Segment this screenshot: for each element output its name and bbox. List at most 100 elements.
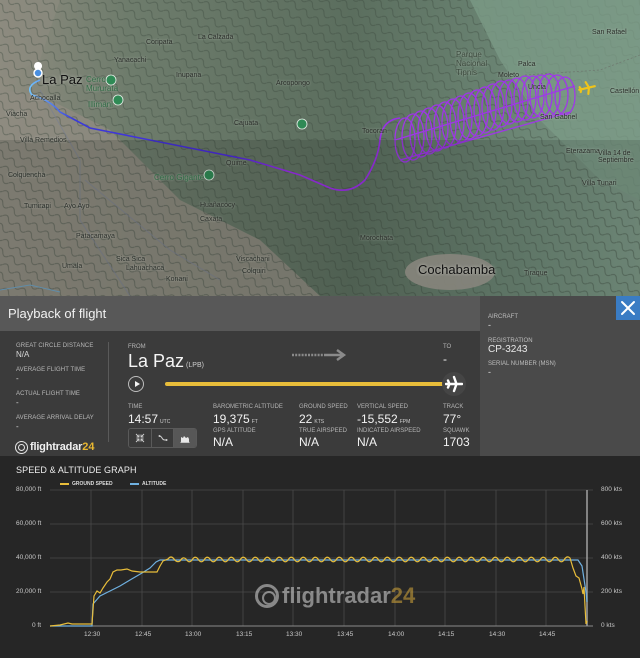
- aircraft-value: -: [488, 320, 491, 330]
- collapse-icon: [135, 433, 145, 443]
- ground-speed-number: 22: [299, 412, 313, 426]
- map-label: La Calzada: [198, 34, 234, 41]
- baro-alt-value: 19,375 FT: [213, 412, 258, 426]
- indicated-airspeed-value: N/A: [357, 435, 378, 449]
- map-label-park: Parque Nacional Tipnis: [456, 50, 488, 77]
- squawk-label: SQUAWK: [443, 428, 470, 434]
- graph-icon: [180, 436, 190, 443]
- y-right-tick: 800 kts: [601, 486, 622, 493]
- playback-slider[interactable]: [165, 382, 455, 386]
- y-left-tick: 20,000 ft: [16, 588, 42, 595]
- time-value: 14:57 UTC: [128, 412, 170, 426]
- legend-altitude[interactable]: ALTITUDE: [130, 480, 166, 488]
- x-tick: 14:45: [539, 631, 556, 638]
- aircraft-info: AIRCRAFT - REGISTRATION CP-3243 SERIAL N…: [480, 296, 640, 456]
- y-right-tick: 600 kts: [601, 520, 622, 527]
- x-tick: 14:00: [388, 631, 405, 638]
- flight-route-info: FROM La Paz (LPB) TO - TIME 14:57 UTC BARO…: [120, 331, 480, 456]
- map-label: Tumirapi: [24, 203, 51, 210]
- divider: [108, 342, 109, 442]
- map-label-cochabamba: Cochabamba: [418, 262, 496, 277]
- chart-plot-area[interactable]: [0, 456, 640, 658]
- legend-ground-speed[interactable]: GROUND SPEED: [60, 480, 113, 488]
- stat-label: AVERAGE ARRIVAL DELAY: [16, 415, 94, 421]
- collapse-view-button[interactable]: [129, 429, 152, 447]
- map-label: Lahuachaca: [126, 265, 165, 272]
- route-icon: [158, 435, 167, 441]
- map-label: Colquiri: [242, 268, 266, 275]
- map-label: Viacha: [6, 111, 28, 118]
- gps-alt-value: N/A: [213, 435, 234, 449]
- vertical-speed-label: VERTICAL SPEED: [357, 404, 409, 410]
- baro-alt-number: 19,375: [213, 412, 250, 426]
- map-label: Palca: [518, 61, 536, 68]
- map-label: Villa Remedios: [20, 137, 67, 144]
- stat-value: -: [16, 398, 19, 407]
- ground-speed-label: GROUND SPEED: [299, 404, 348, 410]
- map-label: Konani: [166, 276, 188, 283]
- serial-label: SERIAL NUMBER (MSN): [488, 361, 556, 367]
- track-value: 77°: [443, 412, 462, 426]
- map-label: Huañacocy: [200, 202, 236, 209]
- route-view-button[interactable]: [151, 429, 175, 447]
- close-icon: [621, 301, 635, 315]
- gps-alt-label: GPS ALTITUDE: [213, 428, 256, 434]
- from-label: FROM: [128, 344, 146, 350]
- vertical-speed-value: -15,552 FPM: [357, 412, 410, 426]
- to-city: -: [443, 352, 447, 366]
- map-view[interactable]: La Paz Cochabamba Achocalla Viacha Villa…: [0, 0, 640, 296]
- y-left-tick: 40,000 ft: [16, 554, 42, 561]
- vertical-speed-number: -15,552: [357, 412, 398, 426]
- aircraft-icon: [578, 81, 596, 95]
- legend-swatch: [130, 483, 139, 485]
- map-label: Cajuata: [234, 120, 259, 127]
- aircraft-label: AIRCRAFT: [488, 314, 518, 320]
- origin-pin-icon: [33, 62, 43, 78]
- panel-header: Playback of flight: [0, 296, 480, 331]
- baro-alt-unit: FT: [251, 419, 258, 425]
- x-tick: 14:30: [489, 631, 506, 638]
- map-label: Morochata: [360, 235, 394, 242]
- map-terrain: [0, 0, 640, 296]
- ground-speed-unit: KTS: [314, 419, 325, 425]
- close-button[interactable]: [616, 296, 640, 320]
- map-label: Ayo Ayo: [64, 203, 90, 210]
- x-tick: 13:30: [286, 631, 303, 638]
- legend-label: GROUND SPEED: [72, 481, 113, 487]
- ground-speed-value: 22 KTS: [299, 412, 324, 426]
- y-right-tick: 200 kts: [601, 588, 622, 595]
- true-airspeed-value: N/A: [299, 435, 320, 449]
- squawk-value: 1703: [443, 435, 470, 449]
- x-tick: 13:00: [185, 631, 202, 638]
- map-label: Achocalla: [30, 95, 61, 102]
- registration-label: REGISTRATION: [488, 338, 533, 344]
- map-label-peak: Cerro Mururata: [86, 75, 119, 93]
- radar-watermark-icon: [255, 584, 279, 608]
- slider-handle[interactable]: [442, 372, 466, 396]
- map-label: Umala: [62, 263, 83, 270]
- map-label: Tiraque: [524, 270, 548, 277]
- registration-value: CP-3243: [488, 344, 528, 355]
- map-label: Caxata: [200, 216, 223, 223]
- map-label: Coripata: [146, 39, 173, 46]
- y-left-tick: 80,000 ft: [16, 486, 42, 493]
- panel-title: Playback of flight: [8, 306, 107, 321]
- indicated-airspeed-label: INDICATED AIRSPEED: [357, 428, 421, 434]
- time-number: 14:57: [128, 412, 159, 426]
- speed-altitude-graph: SPEED & ALTITUDE GRAPH GROUND SPEED ALTI…: [0, 456, 640, 658]
- map-label-peak: Cerro Gigante: [154, 173, 205, 182]
- map-label: Villa Tunari: [582, 180, 617, 187]
- stat-label: GREAT CIRCLE DISTANCE: [16, 343, 94, 349]
- x-tick: 12:30: [84, 631, 101, 638]
- stat-value: N/A: [16, 350, 30, 359]
- stat-value: -: [16, 374, 19, 383]
- legend-label: ALTITUDE: [142, 481, 167, 487]
- radar-logo-icon: [15, 440, 28, 454]
- serial-value: -: [488, 367, 491, 377]
- map-label: San Rafael: [592, 29, 627, 36]
- graph-view-button[interactable]: [174, 429, 196, 447]
- play-button[interactable]: [128, 376, 144, 392]
- map-label: Tocoran: [362, 128, 387, 135]
- map-label: Patacamaya: [76, 233, 115, 240]
- map-label-peak: Illimani: [88, 100, 113, 109]
